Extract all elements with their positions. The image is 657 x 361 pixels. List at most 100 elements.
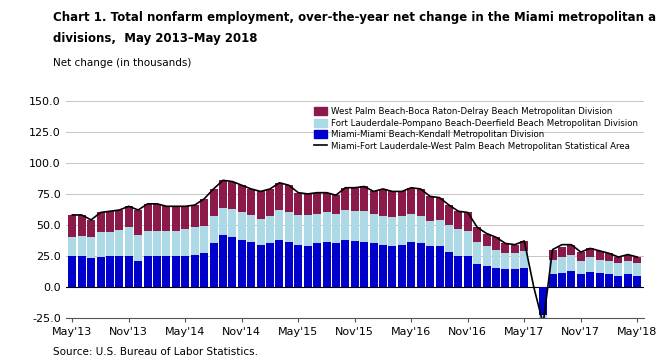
- Bar: [624, 261, 632, 274]
- Bar: [247, 242, 255, 287]
- Bar: [464, 256, 472, 287]
- Bar: [200, 199, 208, 226]
- Bar: [257, 219, 265, 245]
- Bar: [426, 221, 434, 246]
- Bar: [134, 261, 142, 287]
- Bar: [614, 263, 622, 275]
- Bar: [125, 227, 133, 256]
- Bar: [238, 185, 246, 213]
- Bar: [596, 273, 604, 287]
- Bar: [596, 251, 604, 260]
- Bar: [577, 261, 585, 274]
- Bar: [323, 193, 330, 213]
- Bar: [106, 211, 114, 232]
- Bar: [238, 240, 246, 287]
- Bar: [605, 261, 613, 274]
- Bar: [78, 236, 85, 256]
- Bar: [511, 253, 519, 269]
- Bar: [417, 189, 424, 216]
- Bar: [116, 256, 124, 287]
- Bar: [351, 188, 359, 211]
- Bar: [332, 243, 340, 287]
- Bar: [200, 226, 208, 253]
- Bar: [153, 231, 161, 256]
- Bar: [558, 247, 566, 257]
- Bar: [624, 255, 632, 261]
- Bar: [501, 253, 509, 269]
- Bar: [144, 256, 152, 287]
- Bar: [360, 211, 368, 242]
- Bar: [558, 273, 566, 287]
- Bar: [351, 241, 359, 287]
- Bar: [323, 213, 330, 242]
- Bar: [473, 242, 481, 265]
- Bar: [162, 231, 170, 256]
- Bar: [181, 206, 189, 229]
- Bar: [304, 215, 311, 246]
- Legend: West Palm Beach-Boca Raton-Delray Beach Metropolitan Division, Fort Lauderdale-P: West Palm Beach-Boca Raton-Delray Beach …: [313, 105, 639, 153]
- Bar: [275, 210, 283, 240]
- Bar: [285, 185, 293, 213]
- Bar: [445, 225, 453, 252]
- Bar: [614, 275, 622, 287]
- Bar: [210, 243, 217, 287]
- Bar: [106, 256, 114, 287]
- Bar: [125, 206, 133, 227]
- Bar: [624, 274, 632, 287]
- Bar: [219, 208, 227, 235]
- Bar: [407, 188, 415, 214]
- Bar: [407, 214, 415, 242]
- Bar: [313, 193, 321, 214]
- Bar: [87, 258, 95, 287]
- Bar: [539, 315, 547, 320]
- Text: Source: U.S. Bureau of Labor Statistics.: Source: U.S. Bureau of Labor Statistics.: [53, 347, 258, 357]
- Bar: [568, 245, 576, 255]
- Bar: [78, 215, 85, 236]
- Bar: [294, 245, 302, 287]
- Bar: [483, 246, 491, 266]
- Bar: [577, 274, 585, 287]
- Bar: [257, 191, 265, 219]
- Bar: [247, 215, 255, 242]
- Bar: [388, 246, 396, 287]
- Bar: [294, 193, 302, 215]
- Bar: [266, 189, 274, 216]
- Bar: [398, 245, 406, 287]
- Bar: [417, 243, 424, 287]
- Bar: [304, 246, 311, 287]
- Bar: [342, 210, 350, 240]
- Bar: [219, 180, 227, 208]
- Bar: [558, 257, 566, 273]
- Bar: [549, 249, 556, 260]
- Bar: [162, 256, 170, 287]
- Bar: [285, 242, 293, 287]
- Bar: [398, 216, 406, 245]
- Bar: [596, 260, 604, 273]
- Bar: [181, 256, 189, 287]
- Bar: [68, 215, 76, 237]
- Bar: [549, 260, 556, 274]
- Bar: [445, 252, 453, 287]
- Bar: [181, 229, 189, 256]
- Bar: [501, 269, 509, 287]
- Bar: [483, 266, 491, 287]
- Bar: [247, 189, 255, 215]
- Bar: [436, 246, 443, 287]
- Bar: [388, 217, 396, 246]
- Bar: [436, 220, 443, 246]
- Bar: [200, 253, 208, 287]
- Bar: [455, 256, 463, 287]
- Bar: [238, 213, 246, 240]
- Bar: [294, 215, 302, 245]
- Bar: [162, 206, 170, 231]
- Bar: [370, 214, 378, 243]
- Bar: [323, 242, 330, 287]
- Bar: [332, 195, 340, 214]
- Bar: [473, 227, 481, 242]
- Bar: [568, 255, 576, 271]
- Bar: [68, 237, 76, 256]
- Bar: [78, 256, 85, 287]
- Bar: [144, 204, 152, 231]
- Bar: [97, 213, 104, 232]
- Bar: [614, 257, 622, 263]
